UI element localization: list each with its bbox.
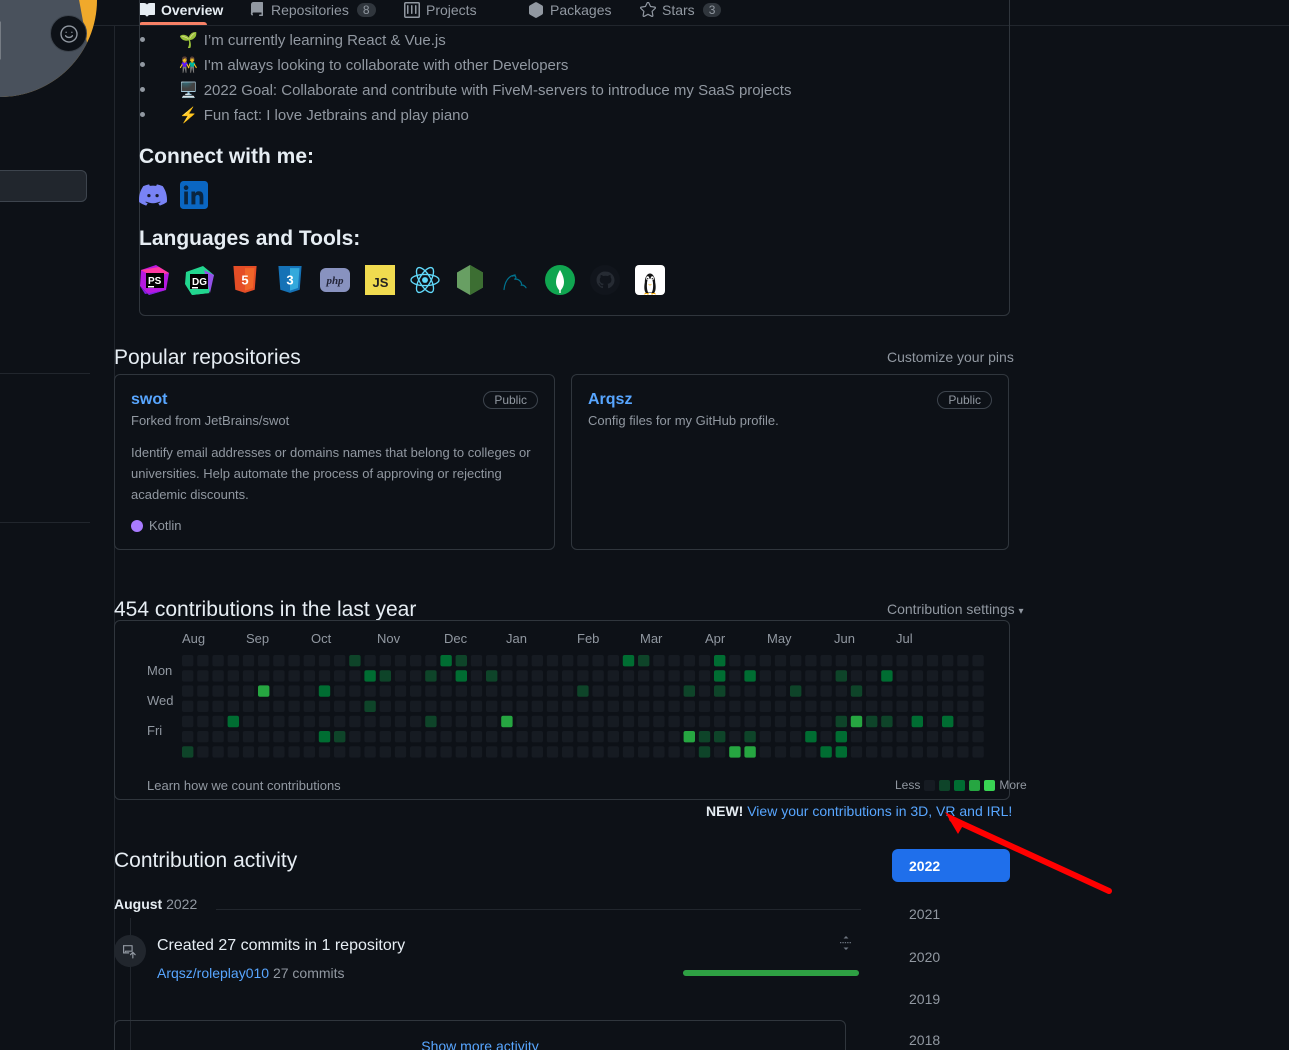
- svg-text:JS: JS: [373, 275, 389, 290]
- svg-text:3: 3: [286, 273, 293, 288]
- svg-text:PS: PS: [148, 276, 162, 287]
- svg-text:5: 5: [241, 273, 248, 288]
- svg-text:DG: DG: [192, 277, 207, 288]
- svg-text:php: php: [325, 275, 344, 287]
